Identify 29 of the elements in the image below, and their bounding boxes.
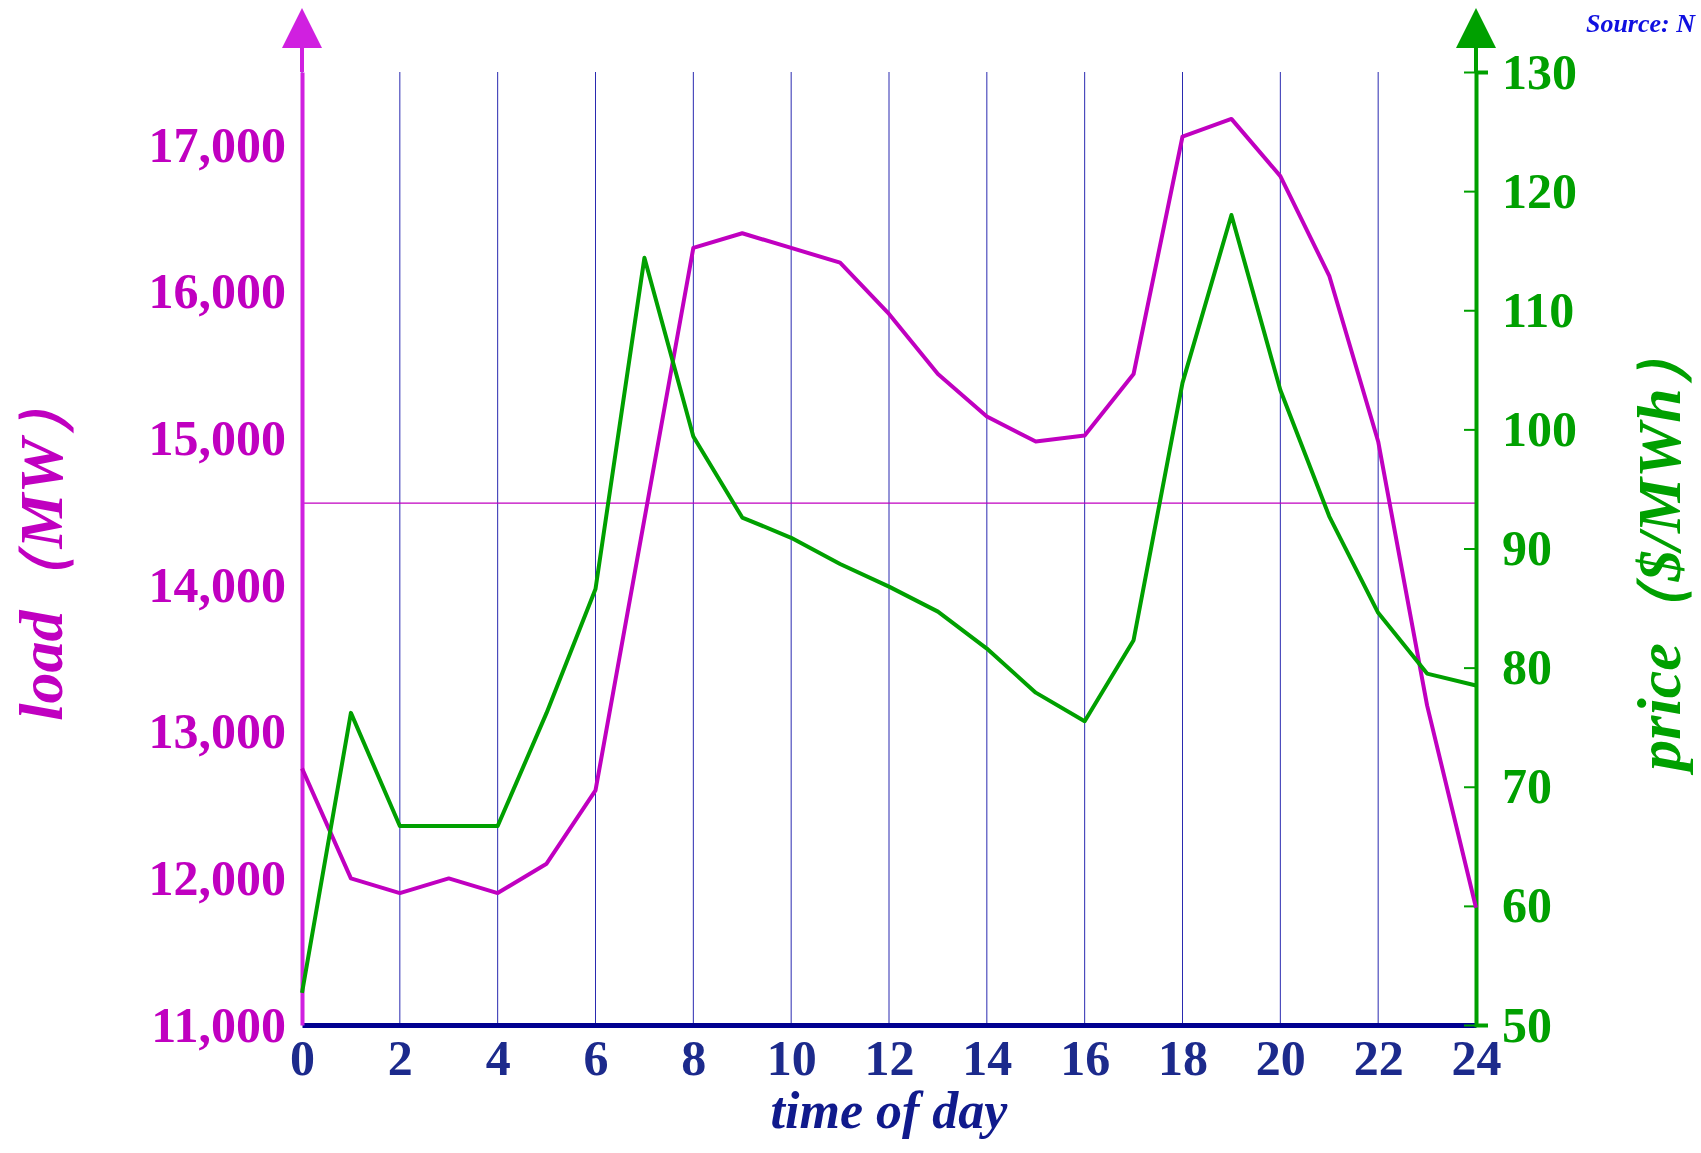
x-tick-label: 16 [1060,1029,1111,1086]
y-tick-label: 12,000 [148,849,286,906]
x-tick-label: 4 [485,1029,511,1086]
x-tick-label: 2 [387,1029,413,1086]
x-tick-label: 8 [681,1029,707,1086]
x-tick-label: 0 [290,1029,315,1086]
y2-tick-label: 80 [1502,639,1552,696]
y2-tick-label: 120 [1502,162,1577,219]
y2-tick-label: 100 [1502,400,1577,457]
y2-tick-label: 110 [1502,281,1575,338]
y-tick-label: 17,000 [148,116,286,173]
y2-tick-label: 70 [1502,758,1552,815]
x-tick-label: 20 [1255,1029,1306,1086]
y2-tick-label: 60 [1502,877,1552,934]
y-tick-label: 13,000 [148,703,286,760]
source-note: Source: N [1585,9,1697,38]
x-tick-label: 6 [583,1029,609,1086]
y2-tick-label: 90 [1502,520,1552,576]
x-tick-label: 18 [1158,1029,1208,1086]
y-tick-label: 15,000 [148,410,286,467]
y-tick-label: 14,000 [148,556,286,613]
x-tick-label: 22 [1353,1029,1404,1086]
y2-tick-label: 130 [1502,43,1577,100]
y-tick-label: 11,000 [151,996,286,1053]
y2-tick-label: 50 [1502,996,1552,1053]
y2-axis-title: price（$/MWh） [1625,326,1693,776]
x-tick-label: 24 [1451,1029,1502,1086]
y-tick-label: 16,000 [148,263,286,320]
y-axis-title: load（MW） [7,376,75,721]
